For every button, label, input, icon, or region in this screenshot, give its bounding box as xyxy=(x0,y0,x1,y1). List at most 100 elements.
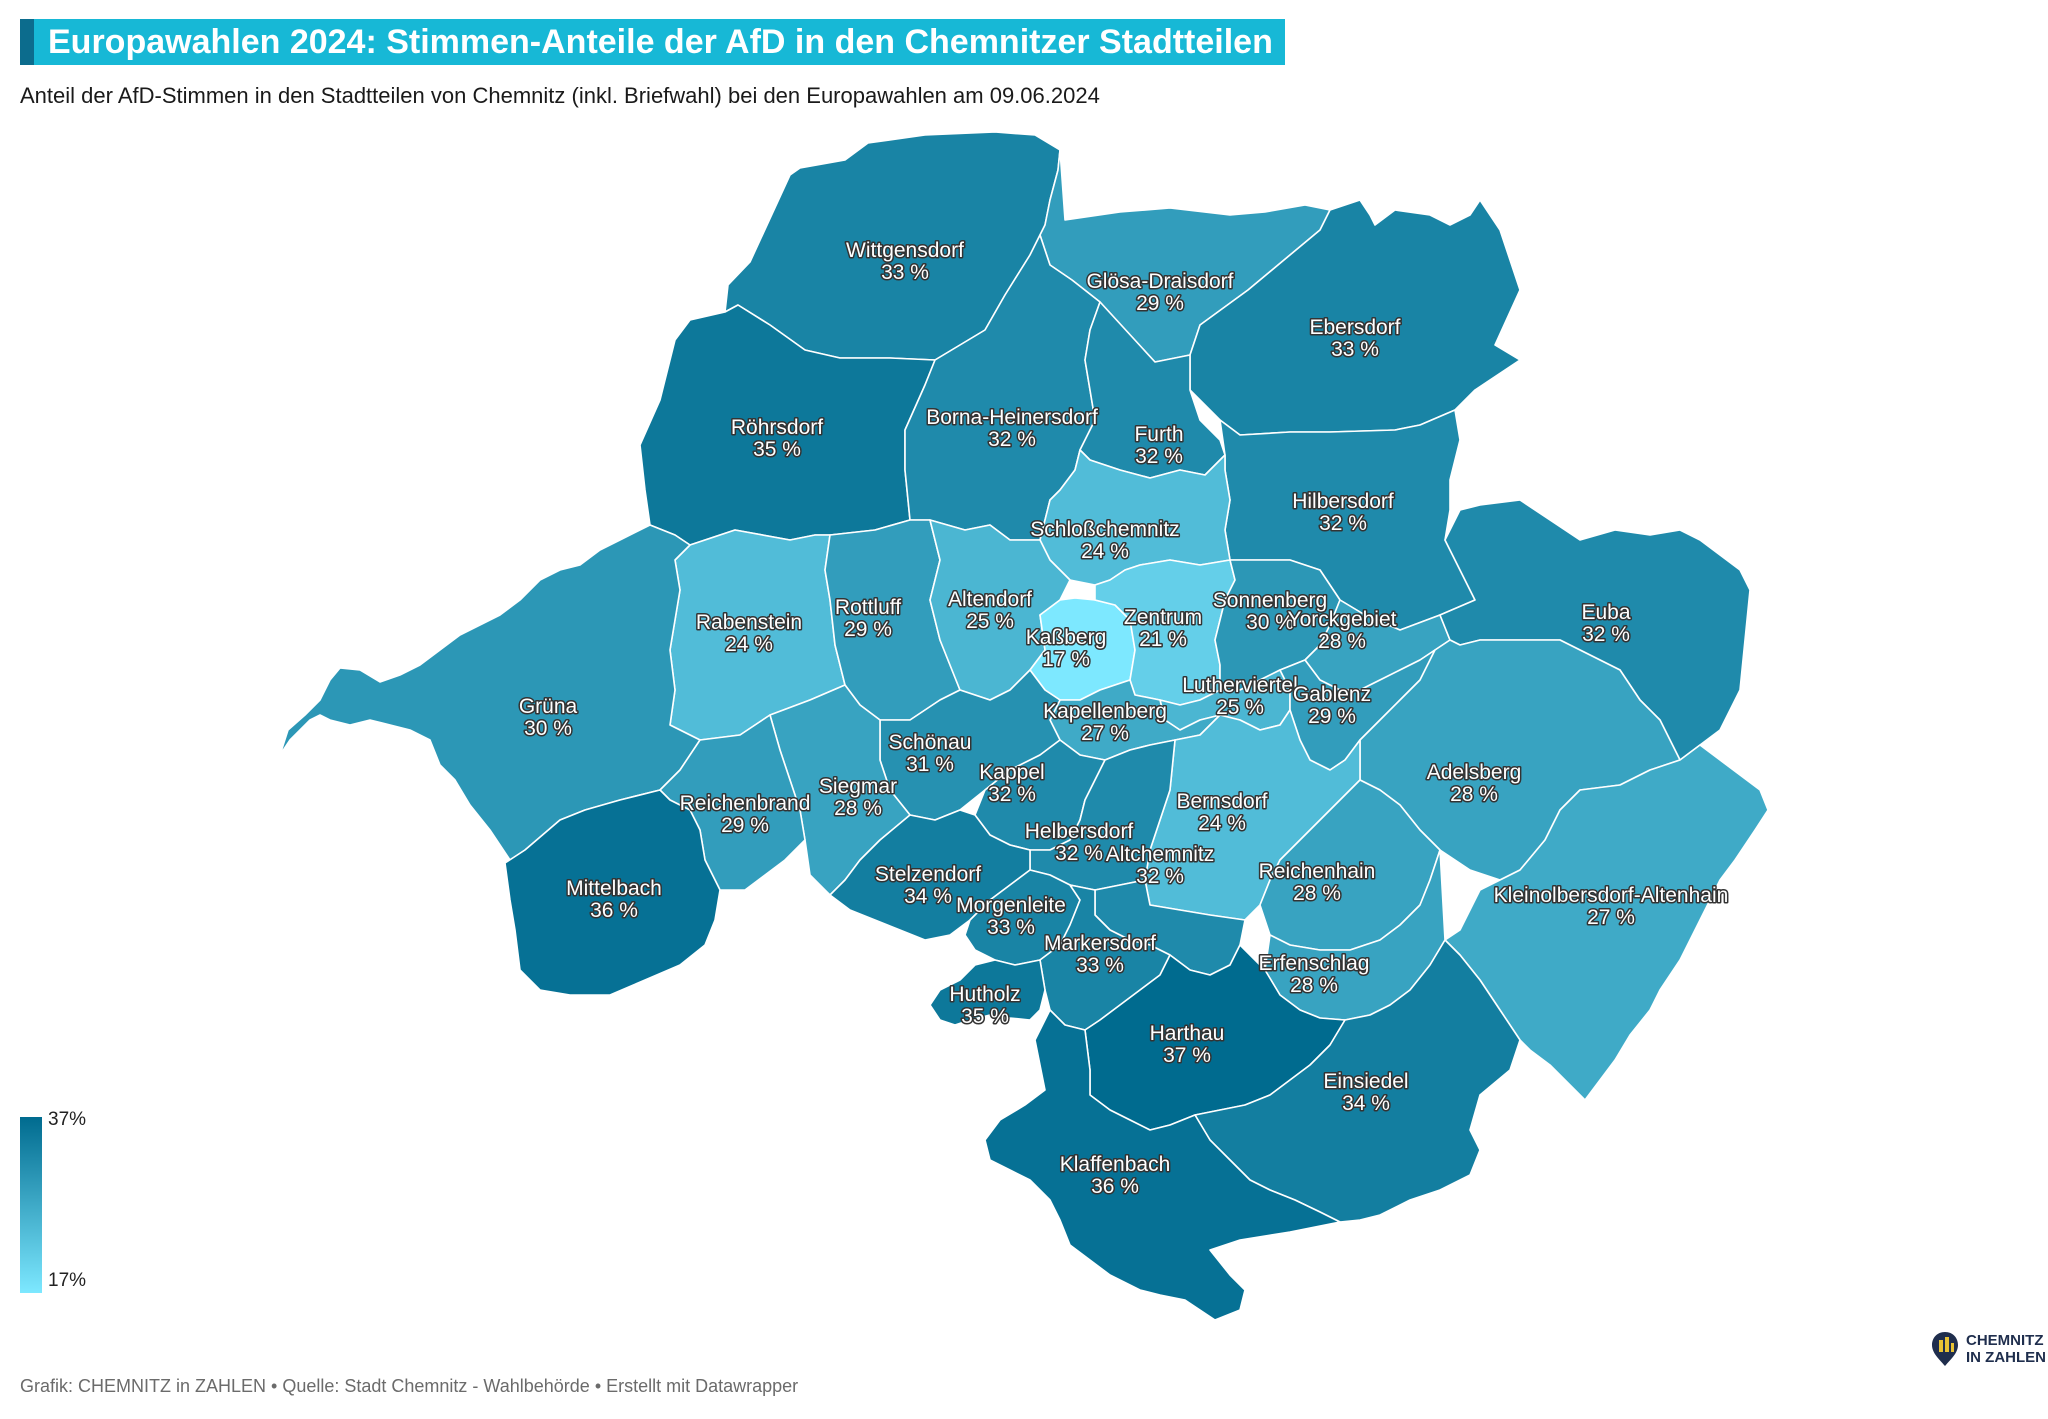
district-name-label: Klaffenbach xyxy=(1060,1153,1171,1176)
district-value-label: 29 % xyxy=(721,814,769,837)
district-name-label: Altchemnitz xyxy=(1106,843,1215,866)
district-value-label: 24 % xyxy=(1081,540,1129,563)
color-legend: 37% 17% xyxy=(20,1109,86,1293)
district-value-label: 34 % xyxy=(1342,1092,1390,1115)
district-value-label: 29 % xyxy=(1136,292,1184,315)
chemnitz-in-zahlen-logo: CHEMNITZ IN ZAHLEN xyxy=(1930,1331,2046,1367)
district-value-label: 32 % xyxy=(988,428,1036,451)
district-value-label: 35 % xyxy=(961,1005,1009,1028)
district-name-label: Morgenleite xyxy=(956,894,1066,917)
district-value-label: 28 % xyxy=(834,797,882,820)
district-name-label: Furth xyxy=(1134,423,1183,446)
district-value-label: 32 % xyxy=(1055,842,1103,865)
district-name-label: Ebersdorf xyxy=(1309,316,1400,339)
district-name-label: Hutholz xyxy=(949,983,1020,1006)
district-value-label: 32 % xyxy=(1319,512,1367,535)
district-value-label: 28 % xyxy=(1293,882,1341,905)
district-name-label: Hilbersdorf xyxy=(1292,490,1394,513)
district-value-label: 28 % xyxy=(1450,783,1498,806)
district-value-label: 33 % xyxy=(987,916,1035,939)
district-name-label: Glösa-Draisdorf xyxy=(1086,270,1233,293)
district-name-label: Adelsberg xyxy=(1427,761,1522,784)
district-mittelbach[interactable] xyxy=(504,789,721,996)
district-value-label: 24 % xyxy=(1198,812,1246,835)
district-value-label: 36 % xyxy=(1091,1175,1139,1198)
district-value-label: 17 % xyxy=(1042,648,1090,671)
district-stelzendorf[interactable] xyxy=(829,809,1031,941)
district-einsiedel[interactable] xyxy=(1194,939,1521,1223)
district-name-label: Erfenschlag xyxy=(1259,952,1370,975)
district-name-label: Borna-Heinersdorf xyxy=(926,406,1098,429)
district-name-label: Einsiedel xyxy=(1323,1070,1408,1093)
district-name-label: Altendorf xyxy=(948,588,1032,611)
logo-line2: IN ZAHLEN xyxy=(1966,1349,2046,1366)
district-value-label: 33 % xyxy=(1076,954,1124,977)
district-value-label: 30 % xyxy=(1246,611,1294,634)
district-value-label: 30 % xyxy=(524,717,572,740)
logo-wordmark: CHEMNITZ IN ZAHLEN xyxy=(1966,1332,2046,1366)
district-value-label: 28 % xyxy=(1290,974,1338,997)
district-name-label: Reichenbrand xyxy=(680,792,811,815)
legend-min-label: 17% xyxy=(48,1270,87,1291)
district-name-label: Kleinolbersdorf-Altenhain xyxy=(1494,884,1729,907)
district-name-label: Helbersdorf xyxy=(1025,820,1134,843)
district-name-label: Rottluff xyxy=(835,596,901,619)
district-value-label: 36 % xyxy=(590,899,638,922)
district-name-label: Grüna xyxy=(519,695,578,718)
district-name-label: Zentrum xyxy=(1124,606,1202,629)
district-name-label: Kappel xyxy=(979,761,1044,784)
district-value-label: 33 % xyxy=(881,261,929,284)
title-bar: Europawahlen 2024: Stimmen-Anteile der A… xyxy=(20,19,1285,65)
district-regions xyxy=(279,131,1769,1321)
district-value-label: 35 % xyxy=(753,438,801,461)
district-name-label: Kaßberg xyxy=(1026,626,1107,649)
district-ebersdorf[interactable] xyxy=(1189,199,1521,436)
district-value-label: 32 % xyxy=(1136,865,1184,888)
district-value-label: 29 % xyxy=(844,618,892,641)
district-name-label: Wittgensdorf xyxy=(846,239,964,262)
district-name-label: Harthau xyxy=(1150,1022,1225,1045)
district-name-label: Schönau xyxy=(889,731,972,754)
page-subtitle: Anteil der AfD-Stimmen in den Stadtteile… xyxy=(20,83,1100,108)
district-value-label: 21 % xyxy=(1139,628,1187,651)
district-value-label: 31 % xyxy=(906,753,954,776)
district-value-label: 32 % xyxy=(1135,445,1183,468)
district-name-label: Siegmar xyxy=(819,775,897,798)
district-name-label: Rabenstein xyxy=(696,611,802,634)
district-name-label: Markersdorf xyxy=(1044,932,1156,955)
district-name-label: Stelzendorf xyxy=(875,863,981,886)
district-value-label: 29 % xyxy=(1308,705,1356,728)
title-accent xyxy=(20,19,34,65)
district-value-label: 25 % xyxy=(966,610,1014,633)
district-name-label: Schloßchemnitz xyxy=(1030,518,1179,541)
district-name-label: Sonnenberg xyxy=(1213,589,1327,612)
district-kleinolbersdorf-altenhain[interactable] xyxy=(1444,744,1769,1101)
legend-max-label: 37% xyxy=(48,1109,87,1130)
district-value-label: 33 % xyxy=(1331,338,1379,361)
district-name-label: Bernsdorf xyxy=(1176,790,1267,813)
district-name-label: Euba xyxy=(1581,601,1630,624)
page-title: Europawahlen 2024: Stimmen-Anteile der A… xyxy=(34,19,1285,65)
district-name-label: Gablenz xyxy=(1293,683,1371,706)
district-value-label: 28 % xyxy=(1318,630,1366,653)
district-name-label: Röhrsdorf xyxy=(731,416,823,439)
district-value-label: 25 % xyxy=(1216,696,1264,719)
district-hutholz[interactable] xyxy=(929,959,1046,1026)
chemnitz-in-zahlen-logo-icon xyxy=(1932,1332,1958,1366)
district-value-label: 34 % xyxy=(904,885,952,908)
district-value-label: 37 % xyxy=(1163,1044,1211,1067)
district-name-label: Reichenhain xyxy=(1259,860,1376,883)
district-value-label: 27 % xyxy=(1587,906,1635,929)
district-name-label: Kapellenberg xyxy=(1043,700,1167,723)
district-klaffenbach[interactable] xyxy=(984,1009,1341,1321)
district-value-label: 24 % xyxy=(725,633,773,656)
legend-gradient-bar xyxy=(20,1117,42,1293)
logo-line1: CHEMNITZ xyxy=(1966,1332,2044,1349)
source-footer: Grafik: CHEMNITZ in ZAHLEN • Quelle: Sta… xyxy=(20,1376,799,1396)
district-name-label: Yorckgebiet xyxy=(1288,608,1397,631)
district-value-label: 27 % xyxy=(1081,722,1129,745)
district-name-label: Lutherviertel xyxy=(1182,674,1298,697)
district-name-label: Mittelbach xyxy=(566,877,662,900)
